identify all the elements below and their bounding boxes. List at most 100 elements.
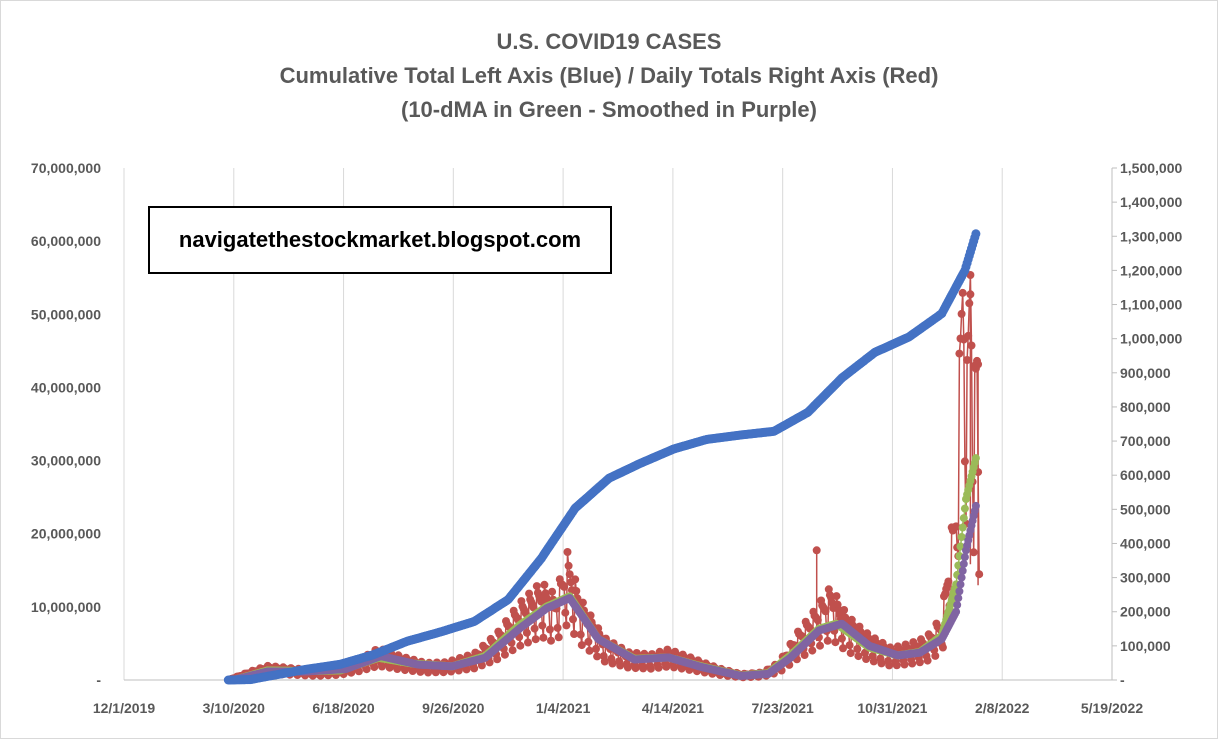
right-y-tick-labels: - 100,000 200,000 300,000 400,000 500,000 600,…	[1112, 160, 1182, 688]
daily-point	[560, 582, 569, 591]
x-tick-label: 5/19/2022	[1081, 700, 1143, 716]
right-y-tick-label: 600,000	[1120, 467, 1171, 483]
daily-point	[561, 608, 570, 617]
daily-point	[975, 570, 984, 579]
right-y-tick-label: 100,000	[1120, 638, 1171, 654]
daily-point	[823, 636, 832, 645]
smoothed-point	[952, 607, 961, 616]
daily-point	[840, 606, 849, 614]
daily-point	[354, 667, 363, 676]
right-y-tick-label: 1,000,000	[1120, 331, 1182, 347]
daily-point	[938, 643, 947, 652]
daily-point	[800, 651, 809, 659]
cumulative-series	[223, 229, 981, 685]
left-y-tick-label: 20,000,000	[31, 526, 101, 542]
daily-point	[538, 621, 547, 630]
daily-point	[569, 615, 577, 624]
daily-point	[562, 621, 571, 630]
x-tick-label: 12/1/2019	[93, 700, 155, 716]
daily-point	[539, 633, 548, 642]
smoothed-point	[971, 501, 980, 510]
cumulative-point	[971, 229, 981, 239]
ma10-point	[960, 504, 969, 513]
daily-point	[885, 661, 894, 670]
daily-point	[846, 649, 855, 658]
daily-point	[892, 661, 901, 670]
right-y-tick-label: 500,000	[1120, 501, 1171, 517]
daily-point	[571, 575, 580, 584]
daily-point	[837, 634, 846, 643]
daily-point	[923, 656, 932, 665]
daily-point	[908, 659, 917, 668]
daily-point	[845, 641, 854, 650]
ma10-point	[957, 533, 966, 541]
smoothed-point	[956, 580, 965, 589]
ma10-point	[958, 523, 967, 532]
smoothed-point	[953, 600, 962, 609]
chart-title-line-2: Cumulative Total Left Axis (Blue) / Dail…	[280, 63, 939, 88]
daily-point	[393, 665, 402, 673]
daily-point	[554, 633, 563, 642]
right-y-tick-label: 700,000	[1120, 433, 1171, 449]
blog-url-annotation: navigatethestockmarket.blogspot.com	[148, 206, 612, 274]
left-y-tick-label: 50,000,000	[31, 306, 101, 322]
right-y-tick-label: 1,100,000	[1120, 297, 1182, 313]
smoothed-point	[954, 594, 963, 603]
daily-point	[439, 668, 448, 677]
right-y-tick-label: 1,300,000	[1120, 228, 1182, 244]
daily-point	[821, 607, 830, 616]
smoothed-point	[960, 553, 969, 562]
daily-point	[493, 655, 502, 664]
daily-point	[530, 624, 539, 633]
smoothed-point	[959, 559, 968, 568]
chart-title-line-1: U.S. COVID19 CASES	[497, 29, 722, 54]
daily-point	[370, 663, 379, 672]
daily-point	[401, 666, 409, 675]
right-y-tick-label: 1,400,000	[1120, 194, 1182, 210]
right-y-tick-label: 900,000	[1120, 365, 1171, 381]
daily-point	[623, 663, 632, 672]
daily-point	[378, 662, 386, 671]
daily-point	[385, 663, 394, 672]
daily-point	[654, 663, 663, 672]
daily-spike-point	[966, 290, 975, 299]
daily-point	[952, 522, 961, 531]
daily-point	[564, 561, 573, 570]
daily-point	[960, 457, 969, 466]
daily-point	[563, 548, 572, 556]
daily-point	[592, 644, 600, 653]
left-y-tick-label: 30,000,000	[31, 453, 101, 469]
daily-point	[362, 665, 371, 674]
x-tick-label: 2/8/2022	[975, 700, 1030, 716]
x-tick-label: 1/4/2021	[536, 700, 591, 716]
daily-spike-point	[974, 360, 983, 369]
series-layer	[223, 229, 984, 685]
daily-point	[608, 659, 617, 668]
daily-point	[584, 637, 593, 646]
daily-point	[853, 645, 862, 653]
daily-spike-point	[812, 546, 821, 555]
daily-point	[639, 664, 648, 673]
daily-point	[965, 299, 974, 308]
daily-point	[431, 668, 440, 677]
daily-point	[585, 646, 594, 655]
right-y-tick-label: 1,500,000	[1120, 160, 1182, 176]
x-tick-labels: 12/1/2019 3/10/2020 6/18/2020 9/26/2020 1/4/…	[93, 700, 1143, 716]
right-y-tick-label: 1,200,000	[1120, 262, 1182, 278]
daily-point	[578, 598, 587, 607]
left-y-tick-label: -	[96, 672, 101, 688]
daily-point	[576, 630, 585, 639]
daily-point	[424, 668, 433, 677]
daily-point	[522, 628, 531, 637]
daily-point	[470, 664, 479, 673]
daily-point	[616, 661, 625, 670]
daily-point	[832, 592, 841, 601]
daily-point	[813, 616, 822, 625]
smoothed-point	[955, 587, 964, 596]
daily-point	[862, 655, 871, 663]
x-tick-label: 4/14/2021	[642, 700, 704, 716]
daily-point	[969, 548, 978, 557]
daily-point	[677, 664, 686, 673]
left-y-tick-label: 40,000,000	[31, 379, 101, 395]
smoothed-series	[229, 501, 980, 684]
